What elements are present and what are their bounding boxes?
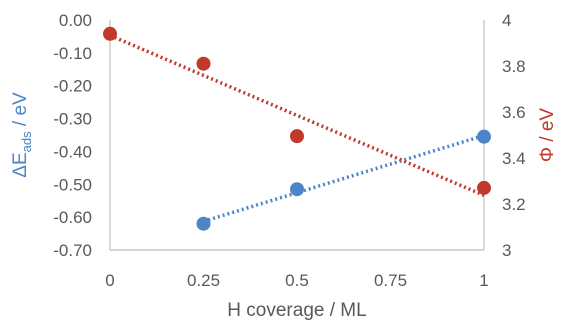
left-tick-label: -0.10 <box>53 44 92 63</box>
trendline-series-2 <box>109 33 485 197</box>
trendlines <box>109 33 485 224</box>
left-tick-label: -0.50 <box>53 175 92 194</box>
left-tick-label: -0.40 <box>53 142 92 161</box>
data-point-series-1 <box>290 182 304 197</box>
left-tick-label: 0.00 <box>59 11 92 30</box>
data-point-series-2 <box>103 26 117 41</box>
x-tick-label: 1 <box>479 271 488 290</box>
x-axis-title: H coverage / ML <box>227 300 366 321</box>
data-point-series-2 <box>196 56 211 71</box>
x-tick-label: 0 <box>105 271 114 290</box>
data-point-series-1 <box>477 129 491 144</box>
left-tick-labels: 0.00 -0.10 -0.20 -0.30 -0.40 -0.50 -0.60 -0.70 <box>53 11 92 260</box>
data-point-series-2 <box>290 129 304 144</box>
right-tick-label: 3.8 <box>502 57 526 76</box>
trendline-series-1 <box>202 133 485 224</box>
right-axis-title: Φ / eV <box>537 108 558 163</box>
right-tick-label: 3 <box>502 241 511 260</box>
right-tick-label: 3.4 <box>502 149 526 168</box>
data-point-series-2 <box>477 180 491 195</box>
data-points <box>103 26 491 231</box>
x-tick-label: 0.25 <box>187 271 220 290</box>
right-tick-label: 3.2 <box>502 195 526 214</box>
x-tick-label: 0.5 <box>285 271 309 290</box>
right-tick-label: 4 <box>502 11 511 30</box>
right-tick-label: 3.6 <box>502 103 526 122</box>
left-axis-title-main: ΔE <box>10 152 31 177</box>
left-axis-title: ΔEads / eV <box>10 92 34 178</box>
left-tick-label: -0.70 <box>53 241 92 260</box>
left-tick-label: -0.30 <box>53 110 92 129</box>
x-tick-labels: 0 0.25 0.5 0.75 1 <box>105 271 488 290</box>
left-axis-title-sub: ads <box>19 131 34 152</box>
left-axis-title-rest: / eV <box>10 92 31 131</box>
left-tick-label: -0.20 <box>53 77 92 96</box>
right-tick-labels: 4 3.8 3.6 3.4 3.2 3 <box>502 11 526 260</box>
x-tick-label: 0.75 <box>374 271 407 290</box>
left-tick-label: -0.60 <box>53 208 92 227</box>
data-point-series-1 <box>196 216 211 231</box>
